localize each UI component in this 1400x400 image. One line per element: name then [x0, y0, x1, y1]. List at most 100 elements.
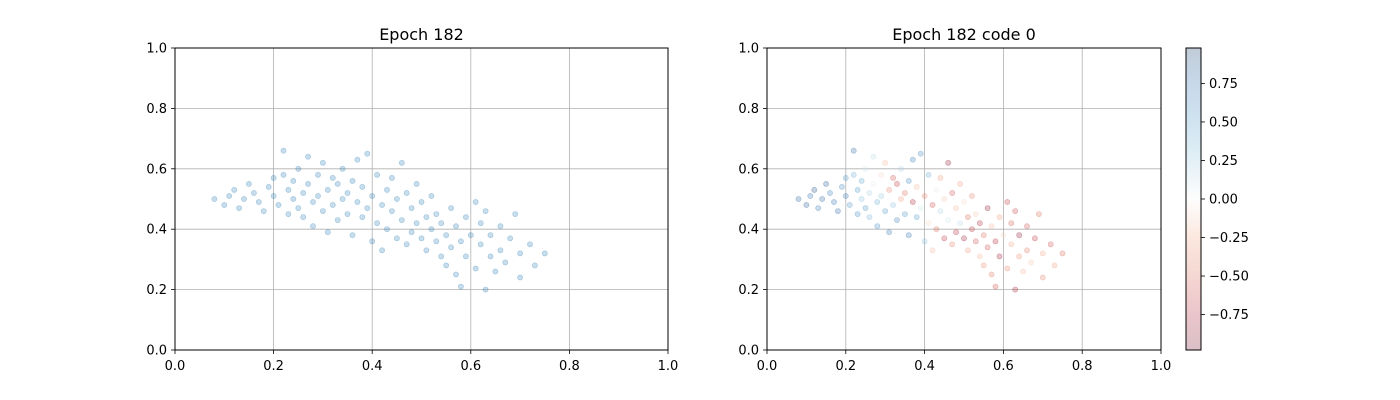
scatter-point: [433, 238, 440, 245]
scatter-point: [815, 205, 822, 211]
scatter-point: [438, 253, 445, 260]
scatter-point: [937, 208, 944, 214]
scatter-point: [870, 180, 877, 187]
scatter-point: [374, 220, 380, 227]
scatter-point: [882, 159, 889, 166]
scatter-point: [945, 217, 952, 223]
scatter-point: [961, 235, 967, 242]
scatter-point: [1016, 232, 1023, 239]
scatter-point: [929, 247, 936, 254]
scatter-point: [976, 220, 983, 227]
scatter-point: [349, 232, 356, 239]
scatter-point: [933, 226, 940, 233]
scatter-point: [295, 205, 302, 211]
scatter-point: [969, 226, 975, 233]
scatter-point: [1028, 259, 1034, 266]
scatter-point: [305, 180, 311, 187]
scatter-point: [878, 193, 885, 199]
scatter-point: [255, 199, 262, 205]
scatter-point: [811, 186, 818, 193]
scatter-point: [236, 205, 242, 211]
scatter-point: [369, 193, 376, 199]
scatter-point: [359, 214, 366, 220]
scatter-point: [280, 171, 287, 178]
points-layer: [211, 147, 548, 293]
scatter-point: [324, 229, 331, 236]
scatter-point: [803, 202, 810, 208]
scatter-point: [862, 165, 869, 172]
scatter-point: [462, 214, 469, 220]
scatter-point: [398, 159, 405, 166]
scatter-point: [319, 159, 326, 166]
scatter-point: [384, 186, 390, 193]
scatter-point: [1032, 235, 1038, 242]
scatter-point: [925, 220, 932, 227]
scatter-point: [992, 238, 999, 245]
scatter-point: [972, 238, 979, 245]
scatter-point: [310, 223, 316, 230]
y-tick-label: 0.2: [146, 283, 167, 298]
scatter-point: [1004, 199, 1011, 205]
scatter-point: [285, 186, 292, 193]
scatter-point: [295, 165, 302, 172]
scatter-point: [413, 220, 420, 227]
plot-frame: [174, 47, 669, 351]
scatter-point: [886, 229, 892, 236]
scatter-point: [1016, 253, 1023, 260]
scatter-point: [329, 174, 336, 181]
scatter-point: [482, 286, 489, 293]
scatter-point: [285, 211, 292, 217]
y-tick-label: 1.0: [146, 42, 167, 57]
scatter-point: [260, 208, 267, 214]
scatter-point: [226, 193, 233, 199]
scatter-point: [894, 217, 900, 223]
scatter-point: [992, 283, 999, 290]
scatter-point: [541, 250, 548, 257]
grid: [766, 47, 1162, 351]
scatter-point: [846, 202, 853, 208]
colorbar-tick-label: 0.25: [1209, 154, 1238, 169]
scatter-point: [359, 183, 366, 190]
scatter-point: [941, 196, 948, 202]
scatter-point: [933, 186, 940, 193]
scatter-point: [334, 180, 341, 187]
scatter-point: [1020, 268, 1026, 275]
scatter-point: [221, 202, 228, 208]
scatter-point: [862, 205, 869, 211]
scatter-point: [1008, 241, 1015, 248]
colorbar-tick-label: −0.75: [1209, 308, 1249, 323]
scatter-point: [870, 153, 877, 160]
scatter-point: [1059, 250, 1066, 257]
scatter-point: [428, 193, 435, 199]
scatter-point: [878, 171, 885, 178]
scatter-point: [344, 190, 351, 196]
scatter-point: [527, 241, 533, 248]
scatter-point: [827, 190, 833, 196]
points-layer: [795, 147, 1066, 293]
y-tick-label: 0.2: [738, 283, 759, 298]
scatter-point: [882, 208, 889, 214]
scatter-point: [310, 199, 316, 205]
scatter-point: [874, 223, 881, 230]
scatter-point: [517, 274, 523, 281]
plot-frame: [766, 47, 1162, 351]
scatter-point: [388, 174, 395, 181]
scatter-point: [354, 199, 361, 205]
scatter-point: [502, 259, 509, 266]
scatter-point: [949, 241, 956, 248]
scatter-point: [854, 211, 861, 217]
y-tick-label: 0.6: [738, 162, 759, 177]
scatter-point: [984, 205, 991, 211]
scatter-point: [250, 190, 257, 196]
scatter-point: [996, 214, 1003, 220]
y-tick-label: 0.8: [738, 102, 759, 117]
scatter-point: [231, 186, 238, 193]
scatter-point: [913, 214, 920, 220]
grid: [174, 47, 669, 351]
scatter-point: [462, 253, 469, 260]
y-tick-label: 0.0: [146, 344, 167, 359]
scatter-point: [369, 238, 376, 245]
scatter-point: [393, 196, 400, 202]
scatter-point: [976, 253, 983, 260]
x-axis: 0.0 0.2 0.4 0.6 0.8 1.0: [757, 350, 1171, 374]
